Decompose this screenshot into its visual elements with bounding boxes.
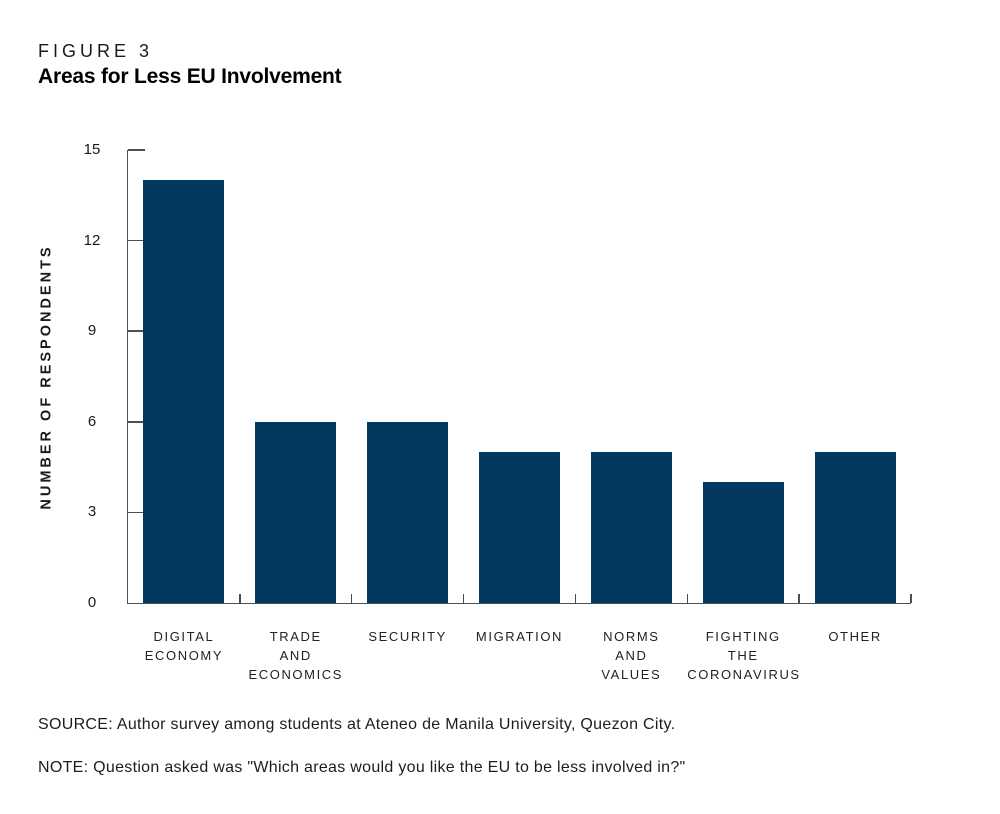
bar-fighting-the-coronavirus bbox=[702, 482, 784, 603]
y-tick-line-6 bbox=[128, 421, 145, 423]
x-category-label-security: SECURITY bbox=[368, 629, 447, 644]
source-text: SOURCE: Author survey among students at … bbox=[38, 716, 676, 733]
y-tick-label-6: 6 bbox=[87, 412, 97, 430]
x-tick-line-1 bbox=[239, 594, 241, 603]
x-tick-line-3 bbox=[462, 594, 465, 603]
y-axis-title-text: NUMBER OF RESPONDENTS bbox=[39, 243, 55, 510]
y-tick-label-12: 12 bbox=[83, 231, 101, 249]
bar-other bbox=[814, 452, 896, 603]
x-category-label-other: OTHER bbox=[828, 629, 882, 644]
y-tick-label-0: 0 bbox=[87, 594, 97, 611]
figure-number-label: FIGURE 3 bbox=[38, 41, 154, 61]
y-tick-line-12 bbox=[128, 239, 145, 242]
bar-trade-and-economics bbox=[255, 421, 337, 603]
note-text: NOTE: Question asked was "Which areas wo… bbox=[38, 759, 686, 776]
bar-norms-and-values bbox=[590, 452, 672, 603]
x-tick-line-7 bbox=[910, 594, 912, 603]
x-category-label-digital-economy: DIGITAL ECONOMY bbox=[144, 629, 224, 663]
x-tick-line-5 bbox=[686, 594, 689, 603]
figure-title: Areas for Less EU Involvement bbox=[38, 65, 342, 88]
bar-chart: NUMBER OF RESPONDENTS 0 3 6 9 12 15 DIGITAL EC… bbox=[27, 141, 912, 682]
plot-area: 0 3 6 9 12 15 DIGITAL ECONOMY TRADE AND ECONOMI… bbox=[84, 141, 912, 682]
x-category-label-migration: MIGRATION bbox=[475, 629, 564, 644]
y-tick-label-3: 3 bbox=[87, 503, 97, 521]
y-tick-line-9 bbox=[128, 330, 145, 332]
x-tick-line-4 bbox=[574, 594, 577, 603]
x-category-label-fighting-the-coronavirus: FIGHTING THE CORONAVIRUS bbox=[687, 629, 801, 682]
y-tick-label-15: 15 bbox=[83, 141, 101, 158]
y-axis-title: NUMBER OF RESPONDENTS bbox=[27, 150, 67, 603]
y-tick-line-15 bbox=[128, 149, 145, 151]
bar-security bbox=[367, 421, 449, 603]
y-tick-line-3 bbox=[128, 511, 145, 514]
x-category-label-norms-and-values: NORMS AND VALUES bbox=[601, 629, 662, 682]
y-tick-label-9: 9 bbox=[87, 322, 97, 340]
bar-digital-economy bbox=[143, 180, 225, 603]
x-tick-line-6 bbox=[798, 594, 800, 603]
bar-migration bbox=[479, 452, 560, 603]
x-tick-line-2 bbox=[350, 594, 353, 603]
x-category-label-trade-and-economics: TRADE AND ECONOMICS bbox=[248, 629, 344, 682]
